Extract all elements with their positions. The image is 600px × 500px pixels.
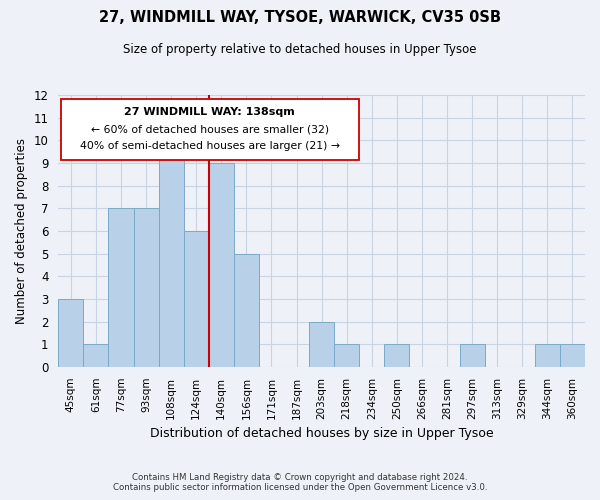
Bar: [535, 344, 560, 367]
Bar: [309, 322, 334, 367]
Bar: [134, 208, 158, 367]
Bar: [58, 299, 83, 367]
Text: 27, WINDMILL WAY, TYSOE, WARWICK, CV35 0SB: 27, WINDMILL WAY, TYSOE, WARWICK, CV35 0…: [99, 10, 501, 25]
Text: Size of property relative to detached houses in Upper Tysoe: Size of property relative to detached ho…: [123, 42, 477, 56]
Bar: [334, 344, 359, 367]
Bar: [234, 254, 259, 367]
Bar: [158, 140, 184, 367]
Bar: [385, 344, 409, 367]
Text: 27 WINDMILL WAY: 138sqm: 27 WINDMILL WAY: 138sqm: [124, 107, 295, 117]
Bar: [184, 231, 209, 367]
Bar: [83, 344, 109, 367]
Text: Contains HM Land Registry data © Crown copyright and database right 2024.: Contains HM Land Registry data © Crown c…: [132, 472, 468, 482]
Bar: [460, 344, 485, 367]
Y-axis label: Number of detached properties: Number of detached properties: [15, 138, 28, 324]
Bar: [109, 208, 134, 367]
Bar: [560, 344, 585, 367]
Text: Contains public sector information licensed under the Open Government Licence v3: Contains public sector information licen…: [113, 484, 487, 492]
Text: 40% of semi-detached houses are larger (21) →: 40% of semi-detached houses are larger (…: [80, 141, 340, 151]
FancyBboxPatch shape: [61, 99, 359, 160]
Bar: [209, 163, 234, 367]
Text: ← 60% of detached houses are smaller (32): ← 60% of detached houses are smaller (32…: [91, 125, 329, 135]
X-axis label: Distribution of detached houses by size in Upper Tysoe: Distribution of detached houses by size …: [150, 427, 493, 440]
